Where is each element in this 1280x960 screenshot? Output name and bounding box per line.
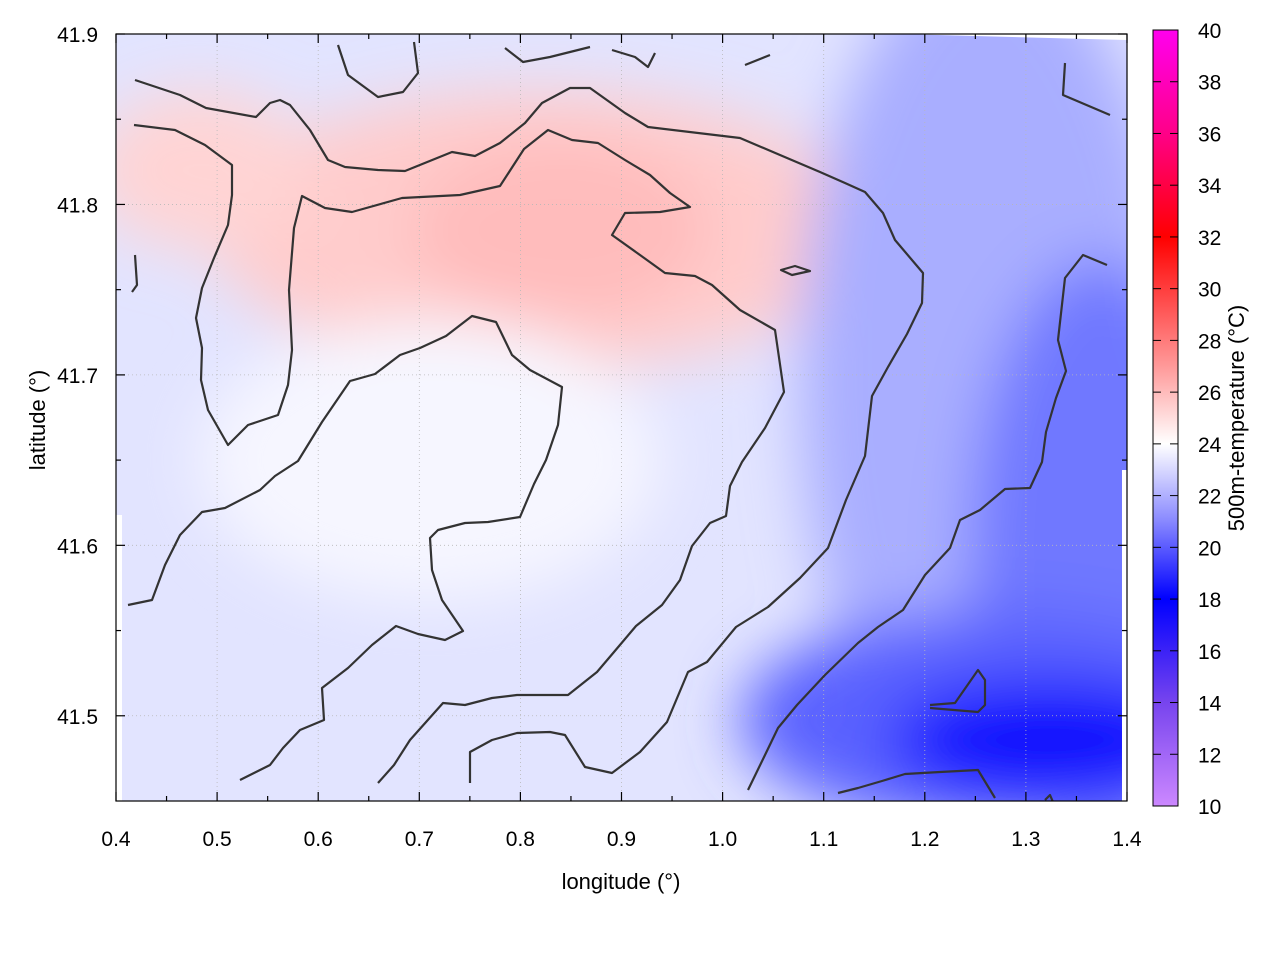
contour-line: [1061, 62, 1111, 117]
colorbar-tick-label: 28: [1198, 330, 1221, 353]
colorbar: 10 12 14 16 18 20 22 24 26 28 30 32 34 36 38 40: [1152, 20, 1222, 819]
colorbar-tick-label: 14: [1198, 693, 1222, 716]
warm-core: [410, 140, 710, 320]
x-axis-label: longitude (°): [562, 869, 681, 894]
colorbar-tick-label: 16: [1198, 641, 1221, 664]
grid-lines: [116, 34, 1127, 801]
x-tick-label: 0.9: [607, 828, 636, 851]
colorbar-tick-label: 22: [1198, 486, 1221, 509]
x-tick-label: 0.6: [304, 828, 333, 851]
y-tick-label: 41.6: [57, 535, 98, 558]
x-tick-label: 0.4: [101, 828, 131, 851]
x-tick-label: 1.0: [708, 828, 737, 851]
y-tick-label: 41.8: [57, 194, 98, 217]
x-tick-label: 1.3: [1011, 828, 1040, 851]
colorbar-tick-label: 40: [1198, 20, 1221, 43]
contour-line: [1044, 793, 1054, 801]
contour-line: [336, 41, 420, 99]
colorbar-tick-label: 36: [1198, 123, 1221, 146]
contour-line: [131, 254, 139, 293]
colorbar-label: 500m-temperature (°C): [1224, 305, 1249, 531]
x-tick-label: 0.5: [202, 828, 231, 851]
x-tick-label: 0.7: [405, 828, 434, 851]
y-axis-tick-labels: 41.5 41.6 41.7 41.8 41.9: [57, 24, 98, 729]
axis-ticks: [115, 33, 1128, 801]
colorbar-tick-label: 32: [1198, 227, 1221, 250]
colorbar-tick-label: 26: [1198, 382, 1221, 405]
contour-line: [779, 264, 812, 277]
neutral-region: [200, 320, 660, 600]
contour-line: [133, 123, 786, 784]
colorbar-tick-label: 12: [1198, 744, 1221, 767]
contour-line: [929, 668, 987, 714]
contour-lines: [127, 41, 1111, 801]
contour-line: [504, 45, 591, 64]
y-axis-label: latitude (°): [25, 370, 50, 471]
contour-line: [134, 78, 925, 783]
colorbar-tick-label: 18: [1198, 589, 1221, 612]
colorbar-tick-label: 24: [1198, 434, 1222, 457]
nodata-corner: [116, 515, 122, 801]
colorbar-ticks: [1153, 29, 1178, 807]
warm-region: [116, 90, 310, 250]
colorbar-tick-label: 30: [1198, 279, 1221, 302]
contour-line: [747, 253, 1108, 791]
x-tick-label: 1.1: [809, 828, 838, 851]
x-tick-label: 1.4: [1112, 828, 1142, 851]
contour-line: [837, 768, 996, 799]
y-tick-label: 41.5: [57, 706, 98, 729]
contour-line: [744, 53, 771, 67]
colorbar-tick-label: 20: [1198, 537, 1221, 560]
y-tick-label: 41.7: [57, 365, 98, 388]
colorbar-tick-label: 38: [1198, 72, 1221, 95]
colorbar-tick-label: 10: [1198, 796, 1221, 819]
colorbar-tick-labels: 10 12 14 16 18 20 22 24 26 28 30 32 34 36 38 40: [1198, 20, 1222, 819]
colorbar-tick-label: 34: [1198, 175, 1222, 198]
x-tick-label: 0.8: [506, 828, 535, 851]
colorbar-gradient: [1152, 29, 1179, 807]
contour-line: [611, 48, 656, 69]
x-tick-label: 1.2: [910, 828, 939, 851]
heatmap-field: [116, 34, 1127, 801]
nodata-corner: [1122, 470, 1127, 801]
y-tick-label: 41.9: [57, 24, 98, 47]
x-axis-tick-labels: 0.4 0.5 0.6 0.7 0.8 0.9 1.0 1.1 1.2 1.3 1.4: [101, 828, 1142, 851]
contour-line: [127, 314, 564, 781]
nodata-corner: [900, 34, 1127, 40]
